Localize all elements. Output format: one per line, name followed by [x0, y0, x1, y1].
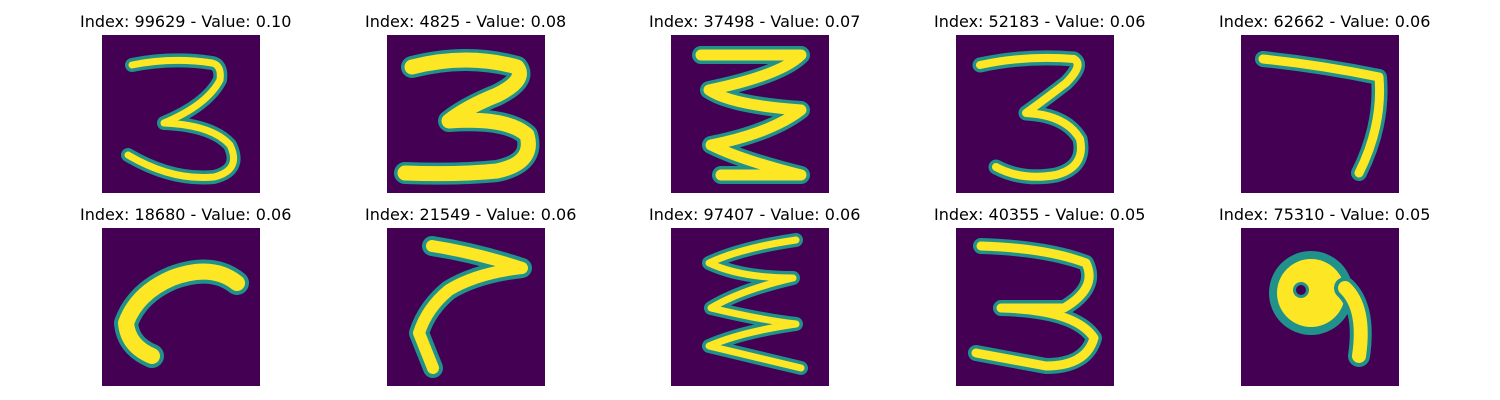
digit-image-6 [102, 228, 260, 386]
digit-image-8 [671, 228, 829, 386]
hook-sketch-icon [114, 259, 249, 368]
digit-7-sketch-icon [1255, 51, 1388, 181]
panel-title: Index: 21549 - Value: 0.06 [365, 205, 577, 224]
digit-3-bold-icon [394, 49, 540, 185]
panel-title: Index: 52183 - Value: 0.06 [934, 12, 1146, 31]
panel-title: Index: 37498 - Value: 0.07 [649, 12, 861, 31]
digit-image-9 [956, 228, 1114, 386]
digit-image-10 [1241, 228, 1399, 386]
digit-image-1 [102, 35, 260, 193]
digit-3-sketch-icon [121, 53, 241, 185]
arrow-hook-sketch-icon [409, 236, 532, 378]
zigzag-sketch-icon [692, 46, 810, 184]
digit-image-2 [387, 35, 545, 193]
panel-title: Index: 99629 - Value: 0.10 [80, 12, 292, 31]
panel-title: Index: 62662 - Value: 0.06 [1219, 12, 1431, 31]
panel-title: Index: 75310 - Value: 0.05 [1219, 205, 1431, 224]
digit-image-5 [1241, 35, 1399, 193]
digit-3-sketch-icon [972, 50, 1089, 185]
digit-3-sketch-icon [968, 238, 1102, 374]
panel-title: Index: 18680 - Value: 0.06 [80, 205, 292, 224]
panel-title: Index: 97407 - Value: 0.06 [649, 205, 861, 224]
digit-9-blob-icon [1269, 251, 1372, 367]
panel-title: Index: 40355 - Value: 0.05 [934, 205, 1146, 224]
digit-image-3 [671, 35, 829, 193]
panel-title: Index: 4825 - Value: 0.08 [365, 12, 567, 31]
digit-image-7 [387, 228, 545, 386]
digit-image-4 [956, 35, 1114, 193]
zigzag-sketch-icon [702, 233, 808, 375]
